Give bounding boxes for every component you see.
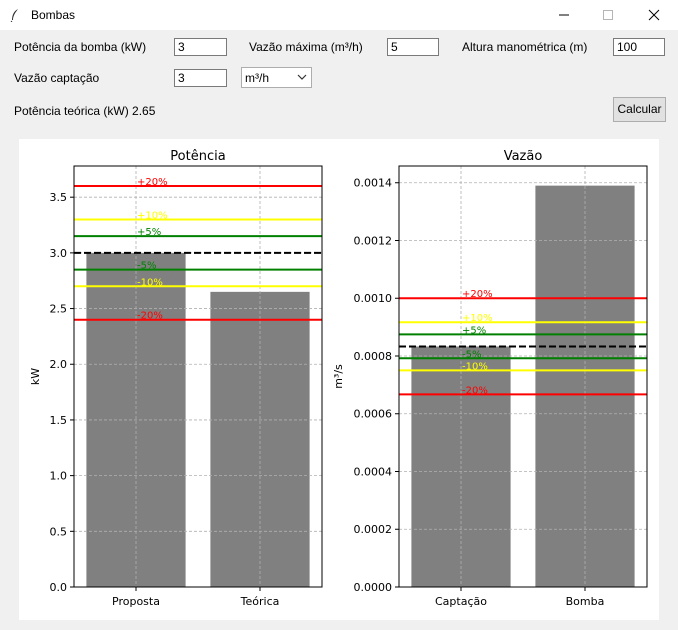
- y-tick-label: 0.0002: [354, 523, 393, 536]
- y-tick-label: 0.0006: [354, 408, 393, 421]
- tolerance-label: +20%: [137, 177, 168, 188]
- close-icon: [648, 9, 660, 21]
- potencia-input[interactable]: 3: [174, 38, 227, 56]
- maximize-button[interactable]: [585, 0, 631, 30]
- tolerance-label: +10%: [137, 210, 168, 221]
- minimize-button[interactable]: [541, 0, 587, 30]
- title-bar: Bombas: [0, 0, 678, 30]
- close-button[interactable]: [631, 0, 677, 30]
- y-tick-label: 3.5: [50, 191, 68, 204]
- y-tick-label: 0.0010: [354, 292, 393, 305]
- y-tick-label: 0.0: [50, 581, 68, 594]
- tolerance-label: +10%: [462, 313, 493, 324]
- vazao-captacao-label: Vazão captação: [14, 71, 100, 85]
- calcular-button[interactable]: Calcular: [613, 97, 666, 122]
- axes-frame: [398, 165, 648, 588]
- axes-frame: [73, 165, 323, 588]
- minimize-icon: [559, 14, 569, 16]
- x-tick-label: Captação: [435, 595, 487, 608]
- unit-select-value: m³/h: [245, 71, 269, 85]
- tolerance-label: +5%: [137, 227, 161, 238]
- chevron-down-icon: [297, 74, 307, 80]
- y-tick-label: 0.0012: [354, 234, 393, 247]
- y-axis-label: kW: [29, 368, 42, 385]
- vazao-maxima-label: Vazão máxima (m³/h): [249, 40, 363, 54]
- tolerance-label: -10%: [137, 277, 163, 288]
- y-axis-label: m³/s: [332, 364, 345, 389]
- y-tick-label: 0.0014: [354, 177, 393, 190]
- altura-input[interactable]: 100: [613, 38, 665, 56]
- x-tick-label: Bomba: [566, 595, 605, 608]
- y-tick-label: 3.0: [50, 247, 68, 260]
- chart-title: Potência: [170, 149, 225, 164]
- y-tick-label: 1.0: [50, 470, 68, 483]
- altura-label: Altura manométrica (m): [462, 40, 588, 54]
- vazao-maxima-input[interactable]: 5: [387, 38, 439, 56]
- y-tick-label: 0.5: [50, 525, 68, 538]
- x-tick-label: Proposta: [112, 595, 160, 608]
- maximize-icon: [603, 10, 613, 20]
- tolerance-label: -20%: [462, 385, 488, 396]
- potencia-teorica-text: Potência teórica (kW) 2.65: [14, 104, 156, 118]
- tolerance-label: +5%: [462, 325, 486, 336]
- tolerance-label: -5%: [462, 349, 481, 360]
- y-tick-label: 0.0004: [354, 465, 393, 478]
- window-title: Bombas: [31, 8, 76, 22]
- y-tick-label: 0.0008: [354, 350, 393, 363]
- tolerance-label: +20%: [462, 289, 493, 300]
- tolerance-label: -10%: [462, 361, 488, 372]
- tolerance-label: -5%: [137, 261, 156, 272]
- y-tick-label: 2.0: [50, 358, 68, 371]
- chart-canvas: +20% +10% +5% -5% -10% -20% 0.0 0.5 1.0 1.5 2.0 2.5…: [19, 139, 659, 620]
- x-tick-label: Teórica: [240, 595, 280, 608]
- tolerance-label: -20%: [137, 311, 163, 322]
- charts-svg: +20%+10%+5%-5%-10%-20%0.00.51.01.52.02.5…: [29, 149, 648, 608]
- potencia-label: Potência da bomba (kW): [14, 40, 147, 54]
- vazao-captacao-input[interactable]: 3: [174, 69, 227, 87]
- y-tick-label: 1.5: [50, 414, 68, 427]
- y-tick-label: 2.5: [50, 303, 68, 316]
- unit-select[interactable]: m³/h: [241, 67, 312, 88]
- feather-icon: [10, 9, 18, 22]
- y-tick-label: 0.0000: [354, 581, 393, 594]
- chart-title: Vazão: [504, 149, 543, 164]
